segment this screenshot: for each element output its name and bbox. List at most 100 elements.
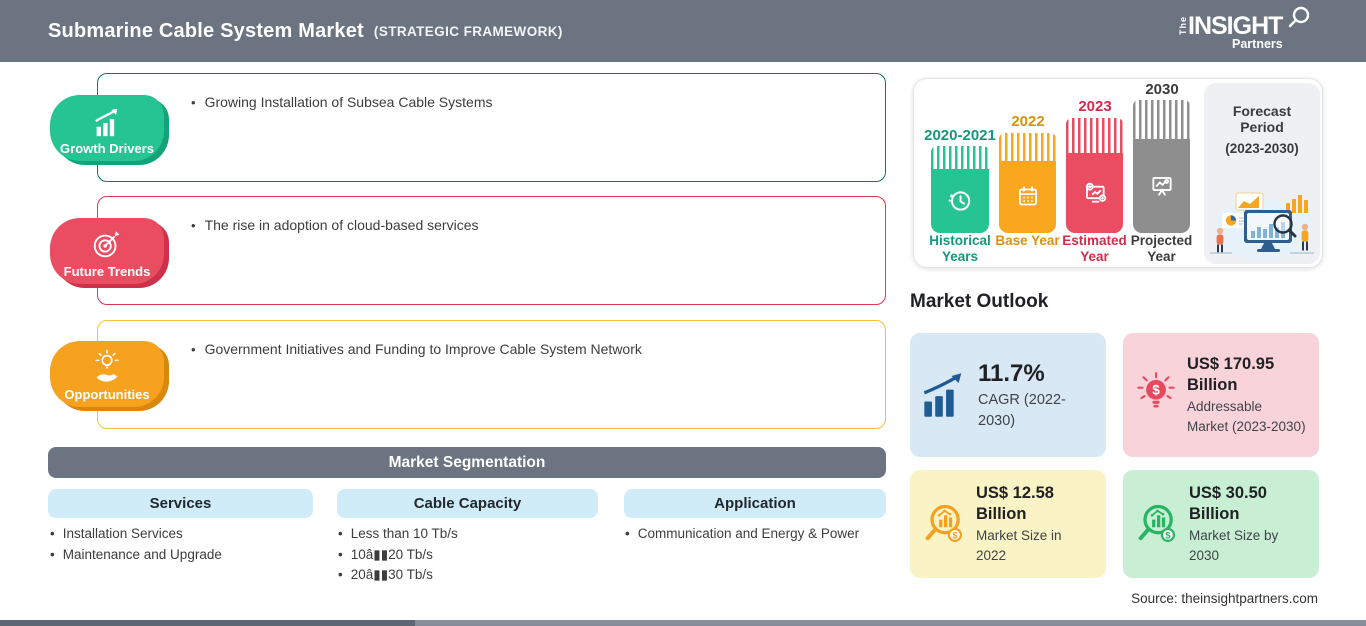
addressable-market-text: US$ 170.95 Billion Addressable Market (2… [1187,354,1307,437]
services-item-text: Maintenance and Upgrade [62,547,222,562]
bar-chart-arrow-icon [95,108,118,137]
target-icon [93,231,120,258]
market-size-2022-value: US$ 12.58 Billion [976,483,1054,523]
growth-drivers-box: • Growing Installation of Subsea Cable Sy… [97,73,886,182]
opportunities-bullet: • Government Initiatives and Funding to I… [191,341,642,357]
forecast-range: (2023-2030) [1225,141,1299,157]
magnifier-chart-icon: $ [1138,504,1175,542]
timeline-label-estimated: Estimated Year [1062,233,1127,265]
timeline-label-projected: Projected Year [1130,233,1193,265]
addressable-market-value: US$ 170.95 Billion [1187,354,1275,394]
bullet-dot: • [191,342,196,357]
timeline-label-base: Base Year [995,233,1060,248]
logo-partners: Partners [1232,37,1283,51]
cagr-value: 11.7% [978,359,1045,387]
services-header-label: Services [149,495,212,512]
opportunities-badge: Opportunities [50,341,164,407]
bar-solid [1066,153,1123,233]
header-bar: Submarine Cable System Market (STRATEGIC… [0,0,1366,62]
segmentation-title: Market Segmentation [388,453,546,471]
hand-bulb-icon [95,349,119,382]
services-item: • Maintenance and Upgrade [50,547,222,562]
market-size-2022-card: $ US$ 12.58 Billion Market Size in 2022 [910,470,1106,578]
opportunities-label: Opportunities [64,387,150,402]
cable-capacity-item: • 10â▮▮20 Tb/s [338,547,433,563]
market-size-2022-text: US$ 12.58 Billion Market Size in 2022 [976,483,1094,566]
timeline-bar-projected [1133,100,1190,233]
calendar-icon [1018,186,1037,206]
services-item-text: Installation Services [62,526,183,541]
application-header-label: Application [714,495,796,512]
logo-insight: INSIGHT [1188,12,1283,40]
cagr-desc: CAGR (2022-2030) [978,392,1066,430]
future-trends-bullet: • The rise in adoption of cloud-based ser… [191,217,479,233]
future-trends-badge: Future Trends [50,218,164,284]
analytics-illustration [1210,192,1314,260]
bullet-dot: • [50,547,55,562]
forecast-line2: Period [1240,119,1284,136]
magnifier-chart-icon: $ [925,504,962,542]
timeline-label-historical: Historical Years [929,233,991,265]
svg-text:$: $ [952,531,958,541]
market-size-2030-card: $ US$ 30.50 Billion Market Size by 2030 [1123,470,1319,578]
timeline-year-estimated: 2023 [1078,98,1112,115]
bar-solid [999,161,1056,233]
magnifier-logo-icon [1288,6,1310,28]
timeline-year-projected: 2030 [1145,81,1179,98]
estimation-screen-icon [1085,182,1106,203]
future-trends-label: Future Trends [63,264,151,279]
opportunities-box: • Government Initiatives and Funding to I… [97,320,886,429]
forecast-line1: Forecast [1232,103,1292,119]
addressable-market-card: $ US$ 170.95 Billion Addressable Market … [1123,333,1319,457]
bar-stripe [999,133,1056,161]
segmentation-title-bar: Market Segmentation [48,447,886,478]
bullet-dot: • [338,547,343,562]
bar-stripe [1066,118,1123,153]
cable-capacity-header-label: Cable Capacity [413,495,522,512]
future-trends-box: • The rise in adoption of cloud-based ser… [97,196,886,305]
growth-drivers-bullet-text: Growing Installation of Subsea Cable Sys… [204,94,493,110]
bullet-dot: • [191,95,196,110]
svg-text:$: $ [1165,531,1171,541]
svg-text:$: $ [1152,382,1160,397]
addressable-market-desc: Addressable Market (2023-2030) [1187,399,1306,434]
growth-chart-icon [923,373,962,417]
cable-capacity-item: • Less than 10 Tb/s [338,526,458,541]
opportunities-bullet-text: Government Initiatives and Funding to Im… [204,341,642,357]
application-item-text: Communication and Energy & Power [637,526,860,541]
timeline-panel: Forecast Period (2023-2030) [913,78,1323,268]
application-item: • Communication and Energy & Power [625,526,859,541]
market-size-2030-text: US$ 30.50 Billion Market Size by 2030 [1189,483,1307,566]
bullet-dot: • [191,218,196,233]
timeline-year-historical: 2020-2021 [924,127,996,144]
cable-capacity-item-text: 20â▮▮30 Tb/s [350,567,433,582]
bullet-dot: • [625,526,630,541]
segmentation-header-services: Services [48,489,313,518]
timeline-bar-estimated [1066,118,1123,233]
cagr-card: 11.7% CAGR (2022-2030) [910,333,1106,457]
market-size-2022-desc: Market Size in 2022 [976,528,1062,563]
future-trends-bullet-text: The rise in adoption of cloud-based serv… [204,217,479,233]
market-outlook-title: Market Outlook [910,291,1049,312]
growth-drivers-badge: Growth Drivers [50,95,164,161]
growth-drivers-bullet: • Growing Installation of Subsea Cable Sy… [191,94,493,110]
page-subtitle: (STRATEGIC FRAMEWORK) [373,23,563,39]
cagr-card-text: 11.7% CAGR (2022-2030) [978,358,1094,432]
timeline-year-base: 2022 [1011,113,1045,130]
page-title: Submarine Cable System Market [48,19,364,42]
bullet-dot: • [50,526,55,541]
source-attribution: Source: theinsightpartners.com [1131,591,1318,606]
title-wrap: Submarine Cable System Market (STRATEGIC… [48,0,563,62]
market-size-2030-value: US$ 30.50 Billion [1189,483,1267,523]
bottom-strip-dark [0,620,415,626]
bar-solid [1133,139,1190,233]
bar-stripe [1133,100,1190,139]
growth-drivers-label: Growth Drivers [60,141,154,156]
brand-logo: The INSIGHT Partners [1178,6,1310,56]
cable-capacity-item: • 20â▮▮30 Tb/s [338,567,433,583]
segmentation-header-cable-capacity: Cable Capacity [337,489,598,518]
projection-board-icon [1151,177,1172,196]
logo-the: The [1178,16,1188,36]
bar-stripe [931,146,989,169]
